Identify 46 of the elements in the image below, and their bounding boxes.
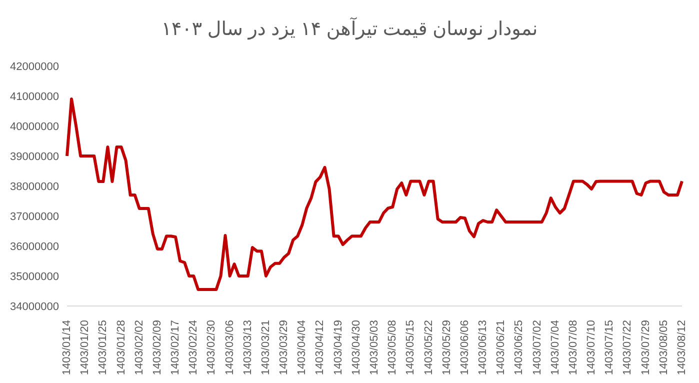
x-tick-label: 1403/07/02: [531, 320, 544, 376]
x-tick-label: 1403/02/02: [133, 320, 146, 376]
y-tick-label: 35000000: [10, 270, 59, 283]
x-tick-label: 1403/07/15: [604, 320, 616, 376]
y-tick-label: 37000000: [10, 210, 59, 223]
x-tick-label: 1403/07/08: [567, 320, 580, 376]
x-tick-label: 1403/04/30: [350, 320, 362, 376]
x-tick-label: 1403/06/25: [513, 320, 526, 376]
x-tick-label: 1403/04/19: [332, 320, 344, 376]
x-tick-label: 1403/06/21: [495, 320, 508, 376]
x-tick-label: 1403/06/13: [477, 320, 490, 376]
x-tick-label: 1403/07/29: [640, 320, 652, 376]
x-tick-label: 1403/03/21: [260, 320, 272, 376]
x-tick-label: 1403/02/09: [151, 320, 164, 376]
x-tick-label: 1403/05/08: [386, 320, 399, 376]
line-series: [66, 98, 684, 291]
x-tick-label: 1403/05/29: [440, 320, 453, 376]
y-tick-label: 38000000: [10, 180, 59, 193]
x-tick-label: 1403/01/14: [61, 320, 73, 376]
y-tick-label: 36000000: [10, 240, 59, 253]
chart-title: نمودار نوسان قیمت تیرآهن ۱۴ یزد در سال ۱۴۰۳: [160, 18, 539, 41]
x-tick-label: 1403/01/25: [97, 320, 110, 376]
y-tick-label: 39000000: [10, 150, 59, 163]
x-tick-label: 1403/03/13: [242, 320, 254, 376]
x-tick-label: 1403/07/10: [586, 320, 598, 376]
x-tick-label: 1403/03/06: [224, 320, 236, 376]
y-tick-label: 34000000: [10, 300, 59, 313]
x-tick-label: 1403/02/30: [206, 320, 218, 376]
x-tick-label: 1403/01/28: [115, 320, 128, 376]
x-tick-label: 1403/02/24: [188, 320, 200, 376]
x-tick-label: 1403/05/03: [368, 320, 380, 376]
x-tick-label: 1403/04/12: [314, 320, 326, 376]
x-tick-label: 1403/03/29: [278, 320, 290, 376]
x-tick-label: 1403/05/15: [404, 320, 417, 376]
x-tick-label: 1403/04/04: [296, 320, 308, 376]
y-tick-label: 41000000: [10, 90, 59, 103]
x-tick-label: 1403/06/06: [458, 320, 471, 376]
x-tick-label: 1403/01/20: [79, 320, 92, 376]
x-tick-label: 1403/02/17: [170, 320, 182, 376]
x-tick-label: 1403/07/04: [549, 320, 562, 376]
y-tick-label: 40000000: [10, 120, 59, 133]
y-tick-label: 42000000: [10, 60, 59, 73]
x-tick-label: 1403/08/05: [658, 320, 670, 376]
x-tick-label: 1403/08/12: [676, 320, 688, 376]
x-tick-label: 1403/07/22: [622, 320, 634, 376]
x-tick-label: 1403/05/22: [422, 320, 435, 376]
